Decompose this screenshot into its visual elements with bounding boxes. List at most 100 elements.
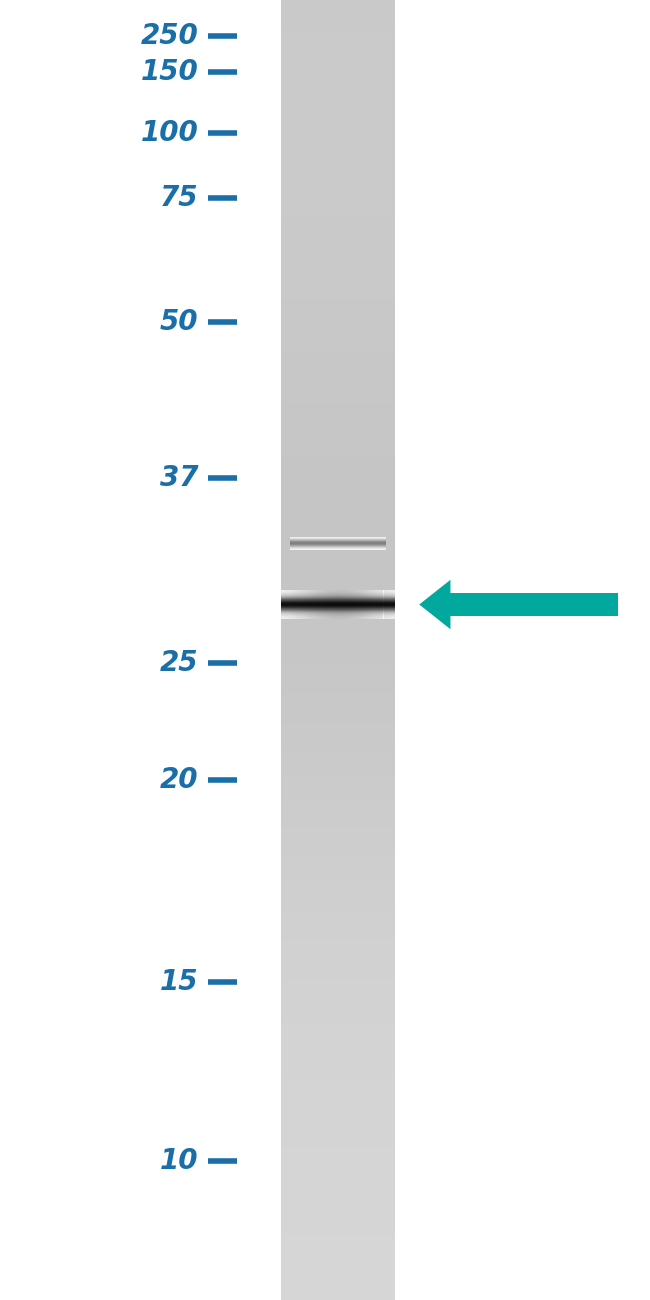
Bar	[281, 550, 395, 555]
Bar	[281, 264, 395, 269]
Bar	[281, 1153, 395, 1157]
Bar	[281, 637, 395, 641]
Bar	[307, 590, 309, 619]
Bar	[281, 1252, 395, 1257]
Bar	[281, 715, 395, 719]
Bar	[281, 875, 395, 880]
Bar	[281, 1287, 395, 1291]
Bar	[281, 22, 395, 26]
Bar	[281, 169, 395, 173]
Bar	[281, 832, 395, 836]
Bar	[281, 204, 395, 208]
Bar	[281, 585, 395, 589]
Bar	[281, 1218, 395, 1222]
Bar	[281, 468, 395, 472]
Bar	[281, 39, 395, 43]
Bar	[359, 590, 361, 619]
Bar	[304, 590, 306, 619]
Bar	[281, 95, 395, 100]
Bar	[281, 490, 395, 494]
Bar	[281, 312, 395, 316]
Bar	[281, 767, 395, 771]
Bar	[281, 256, 395, 260]
Bar	[281, 1291, 395, 1296]
Bar	[281, 412, 395, 416]
Bar	[281, 823, 395, 828]
Text: 150: 150	[140, 57, 198, 86]
Bar	[281, 901, 395, 906]
Bar	[311, 590, 313, 619]
Bar	[281, 230, 395, 234]
Bar	[385, 590, 387, 619]
Bar	[281, 485, 395, 490]
Bar	[281, 927, 395, 932]
Bar	[281, 1140, 395, 1144]
Bar	[281, 1196, 395, 1200]
Polygon shape	[419, 580, 450, 629]
Bar	[281, 1118, 395, 1122]
Bar	[281, 884, 395, 888]
Bar	[281, 433, 395, 438]
Text: 25: 25	[160, 649, 198, 677]
Bar	[281, 698, 395, 702]
Bar	[294, 590, 296, 619]
Bar	[281, 347, 395, 351]
Bar	[281, 919, 395, 923]
Bar	[281, 1222, 395, 1226]
Bar	[281, 1261, 395, 1265]
Bar	[328, 590, 330, 619]
Bar	[281, 780, 395, 784]
Bar	[281, 615, 395, 620]
Bar	[281, 498, 395, 503]
Bar	[281, 472, 395, 477]
Bar	[281, 1200, 395, 1205]
Bar	[281, 507, 395, 511]
Bar	[281, 377, 395, 381]
Bar	[281, 1010, 395, 1014]
Bar	[281, 590, 283, 619]
Bar	[281, 1066, 395, 1070]
Bar	[281, 533, 395, 537]
Bar	[281, 403, 395, 407]
Bar	[281, 559, 395, 563]
Bar	[374, 590, 376, 619]
Bar	[281, 1231, 395, 1235]
Bar	[281, 966, 395, 971]
Bar	[281, 1040, 395, 1044]
Bar	[342, 590, 344, 619]
Bar	[281, 368, 395, 373]
Bar	[281, 836, 395, 841]
Bar	[281, 139, 395, 143]
Bar	[317, 590, 319, 619]
Bar	[281, 217, 395, 221]
Bar	[281, 997, 395, 1001]
Bar	[281, 758, 395, 763]
Bar	[281, 737, 395, 741]
Bar	[281, 104, 395, 108]
Bar	[281, 1148, 395, 1153]
Bar	[391, 590, 393, 619]
Bar	[281, 69, 395, 74]
Bar	[281, 282, 395, 286]
Bar	[281, 35, 395, 39]
Bar	[281, 121, 395, 126]
Bar	[332, 590, 334, 619]
Bar	[281, 529, 395, 533]
Bar	[281, 1248, 395, 1252]
Bar	[281, 958, 395, 962]
Bar	[281, 464, 395, 468]
Bar	[281, 1088, 395, 1092]
Bar	[281, 546, 395, 550]
Bar	[281, 750, 395, 754]
Bar	[281, 914, 395, 919]
Bar	[281, 1170, 395, 1174]
Bar	[281, 862, 395, 867]
Bar	[281, 828, 395, 832]
Bar	[281, 195, 395, 199]
Bar	[281, 182, 395, 186]
Bar	[336, 590, 338, 619]
Bar	[281, 186, 395, 191]
Bar	[281, 607, 395, 611]
Bar	[281, 459, 395, 464]
Bar	[281, 663, 395, 667]
